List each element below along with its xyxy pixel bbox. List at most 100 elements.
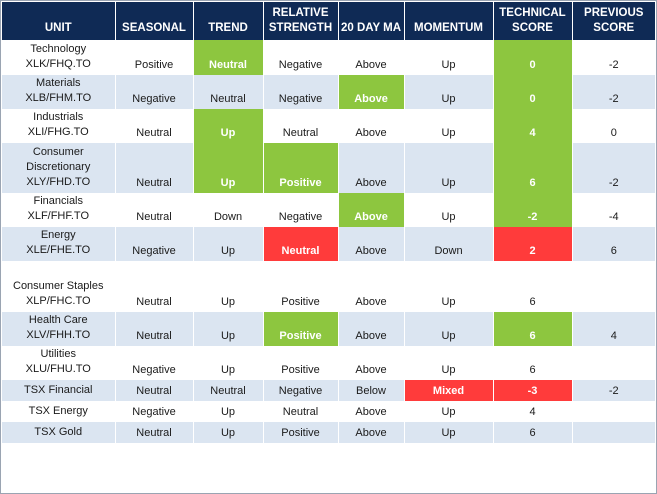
technical-score-cell: 6 — [493, 261, 573, 312]
relative-strength-cell: Positive — [263, 422, 339, 443]
unit-cell: TSX Energy — [2, 401, 116, 422]
unit-name: Consumer Staples — [13, 280, 104, 292]
table-row: Industrials XLI/FHG.TO Neutral Up Neutral Abo… — [2, 109, 655, 143]
trend-cell: Up — [193, 422, 264, 443]
unit-name: Financials — [33, 195, 84, 207]
table-row: Financials XLF/FHF.TO Neutral Down Negative A… — [2, 193, 655, 227]
technical-score-cell: 4 — [493, 401, 573, 422]
table-row: Technology XLK/FHQ.TO Positive Neutral Negat… — [2, 40, 655, 75]
previous-score-cell: 0 — [572, 109, 655, 143]
unit-ticker: XLI/FHG.TO — [27, 126, 89, 138]
table-row: TSX Energy Negative Up Neutral Above Up 4 — [2, 401, 655, 422]
trend-cell: Neutral — [193, 75, 264, 109]
unit-ticker: XLU/FHU.TO — [25, 363, 91, 375]
seasonal-cell: Positive — [115, 40, 194, 75]
relative-strength-cell: Negative — [263, 193, 339, 227]
column-header-technical-score: TECHNICAL SCORE — [493, 2, 573, 40]
unit-cell: Energy XLE/FHE.TO — [2, 227, 116, 261]
table-row: Materials XLB/FHM.TO Negative Neutral Negati… — [2, 75, 655, 109]
momentum-cell: Up — [404, 312, 494, 346]
unit-name: Health Care — [28, 314, 88, 326]
previous-score-cell: -4 — [572, 193, 655, 227]
previous-score-cell: -2 — [572, 40, 655, 75]
relative-strength-cell: Neutral — [263, 109, 339, 143]
unit-ticker: XLK/FHQ.TO — [25, 58, 91, 70]
relative-strength-cell: Positive — [263, 261, 339, 312]
relative-strength-cell: Neutral — [263, 401, 339, 422]
unit-cell: Financials XLF/FHF.TO — [2, 193, 116, 227]
previous-score-cell — [572, 346, 655, 380]
seasonal-cell: Neutral — [115, 143, 194, 193]
table-row: TSX Financial Neutral Neutral Negative Below… — [2, 380, 655, 401]
technical-score-cell: 6 — [493, 143, 573, 193]
trend-cell: Up — [193, 346, 264, 380]
momentum-cell: Up — [404, 143, 494, 193]
unit-name: Technology — [30, 43, 87, 55]
20-day-ma-cell: Above — [338, 346, 405, 380]
technical-score-cell: 0 — [493, 75, 573, 109]
table-row: Consumer Discretionary XLY/FHD.TO Neutral Up… — [2, 143, 655, 193]
seasonal-cell: Neutral — [115, 312, 194, 346]
column-header-previous-score: PREVIOUS SCORE — [572, 2, 655, 40]
sector-score-table: UNIT SEASONAL TREND RELATIVE STRENGTH 20 DAY… — [2, 2, 655, 443]
momentum-cell: Mixed — [404, 380, 494, 401]
seasonal-cell: Neutral — [115, 109, 194, 143]
20-day-ma-cell: Above — [338, 261, 405, 312]
unit-name: Discretionary — [26, 161, 91, 173]
relative-strength-cell: Positive — [263, 312, 339, 346]
technical-score-cell: -2 — [493, 193, 573, 227]
unit-cell: Utilities XLU/FHU.TO — [2, 346, 116, 380]
relative-strength-cell: Negative — [263, 75, 339, 109]
momentum-cell: Up — [404, 422, 494, 443]
trend-cell: Up — [193, 143, 264, 193]
momentum-cell: Up — [404, 401, 494, 422]
20-day-ma-cell: Above — [338, 109, 405, 143]
column-header-trend: TREND — [193, 2, 264, 40]
column-header-unit: UNIT — [2, 2, 116, 40]
unit-cell: Technology XLK/FHQ.TO — [2, 40, 116, 75]
header-row: UNIT SEASONAL TREND RELATIVE STRENGTH 20 DAY… — [2, 2, 655, 40]
unit-name: Materials — [35, 77, 81, 89]
trend-cell: Down — [193, 193, 264, 227]
momentum-cell: Up — [404, 261, 494, 312]
technical-score-cell: 6 — [493, 422, 573, 443]
unit-ticker: XLP/FHC.TO — [25, 295, 91, 307]
previous-score-cell — [572, 261, 655, 312]
table-row: Energy XLE/FHE.TO Negative Up Neutral Above Do… — [2, 227, 655, 261]
unit-cell: Industrials XLI/FHG.TO — [2, 109, 116, 143]
relative-strength-cell: Positive — [263, 346, 339, 380]
unit-cell: Consumer Discretionary XLY/FHD.TO — [2, 143, 116, 193]
previous-score-cell — [572, 401, 655, 422]
momentum-cell: Up — [404, 40, 494, 75]
unit-ticker: XLV/FHH.TO — [26, 329, 91, 341]
20-day-ma-cell: Below — [338, 380, 405, 401]
unit-name: TSX Gold — [34, 426, 83, 438]
previous-score-cell: -2 — [572, 75, 655, 109]
technical-score-cell: 0 — [493, 40, 573, 75]
table-row: TSX Gold Neutral Up Positive Above Up 6 — [2, 422, 655, 443]
previous-score-cell: -2 — [572, 143, 655, 193]
20-day-ma-cell: Above — [338, 401, 405, 422]
relative-strength-cell: Negative — [263, 380, 339, 401]
table-row: Health Care XLV/FHH.TO Neutral Up Positive Ab… — [2, 312, 655, 346]
momentum-cell: Up — [404, 193, 494, 227]
column-header-momentum: MOMENTUM — [404, 2, 494, 40]
seasonal-cell: Negative — [115, 401, 194, 422]
unit-ticker: XLY/FHD.TO — [26, 176, 91, 188]
unit-name: TSX Energy — [28, 405, 88, 417]
seasonal-cell: Neutral — [115, 380, 194, 401]
20-day-ma-cell: Above — [338, 227, 405, 261]
table-body: Technology XLK/FHQ.TO Positive Neutral Negat… — [2, 40, 655, 443]
technical-score-cell: -3 — [493, 380, 573, 401]
unit-cell: Materials XLB/FHM.TO — [2, 75, 116, 109]
technical-score-cell: 6 — [493, 312, 573, 346]
previous-score-cell: 6 — [572, 227, 655, 261]
trend-cell: Up — [193, 109, 264, 143]
seasonal-cell: Negative — [115, 227, 194, 261]
previous-score-cell — [572, 422, 655, 443]
momentum-cell: Down — [404, 227, 494, 261]
column-header-20-day-ma: 20 DAY MA — [338, 2, 405, 40]
unit-cell: TSX Financial — [2, 380, 116, 401]
seasonal-cell: Neutral — [115, 193, 194, 227]
previous-score-cell: -2 — [572, 380, 655, 401]
